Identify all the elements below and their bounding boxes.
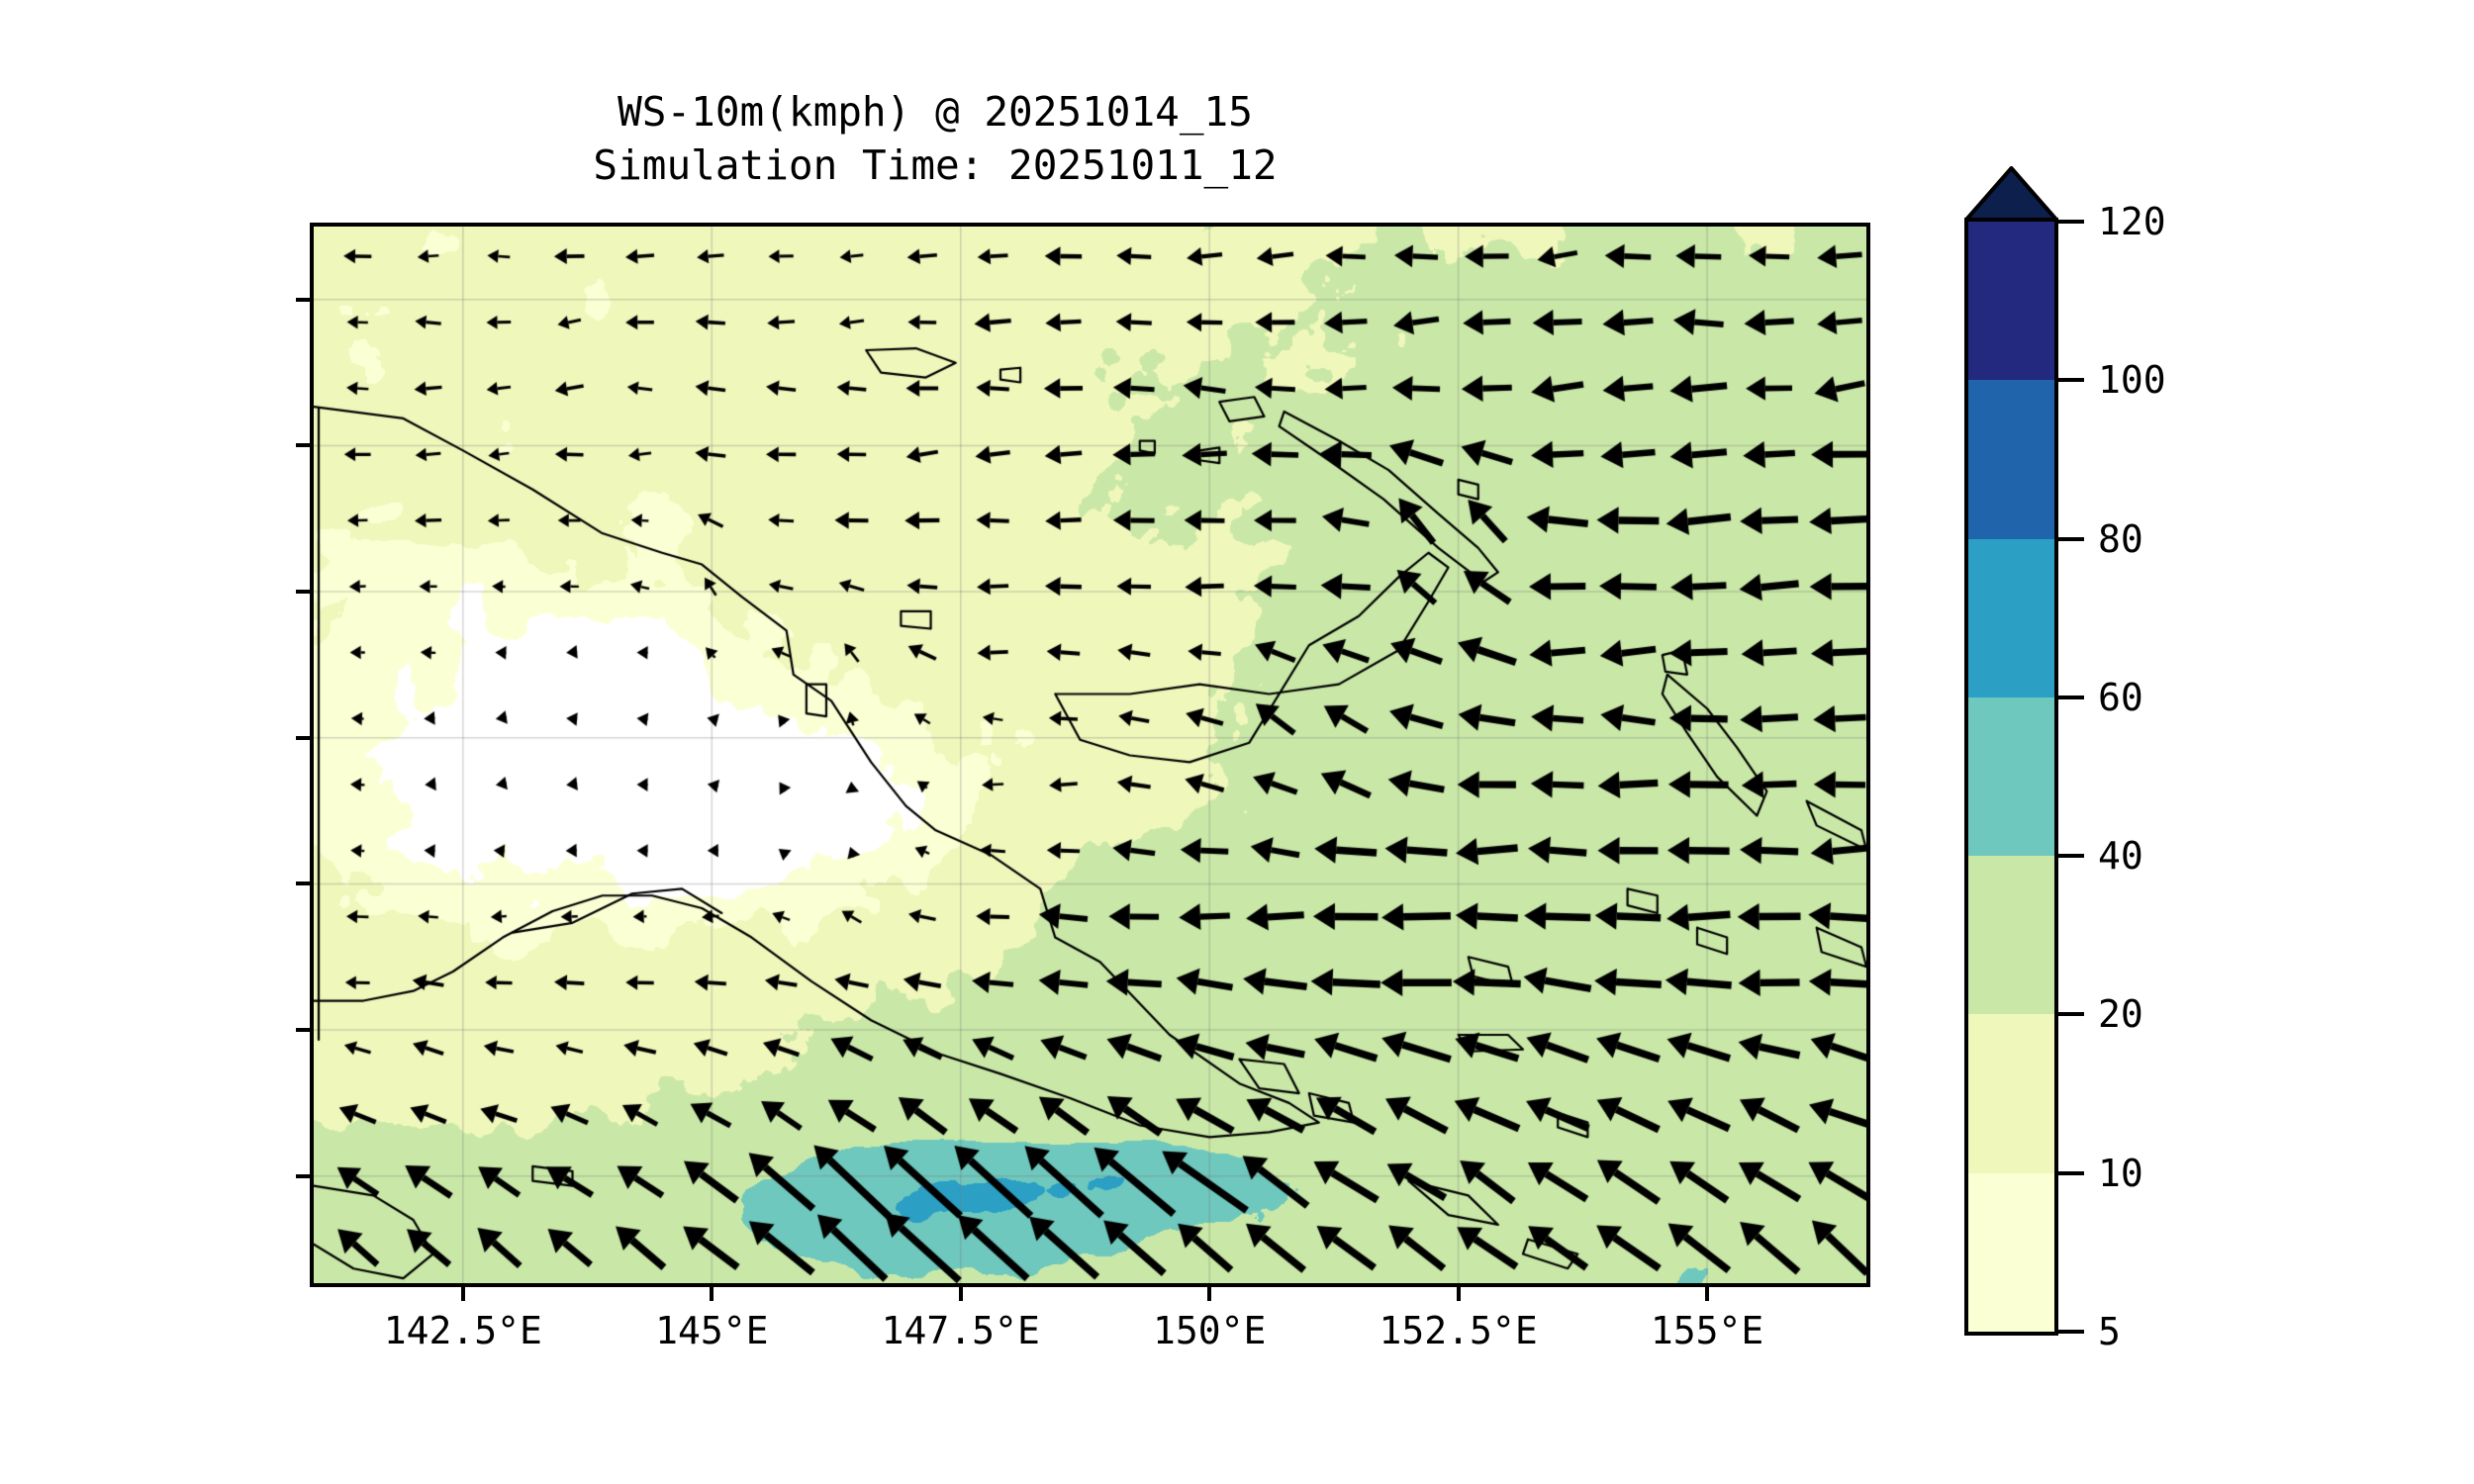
colorbar-band [1968,222,2054,381]
y-tick-mark [296,443,310,448]
x-tick-mark [1456,1287,1461,1301]
colorbar-tick-label: 10 [2098,1151,2143,1195]
map-plot-area[interactable] [310,223,1870,1287]
x-tick-label: 145°E [655,1309,769,1352]
colorbar-band [1968,538,2054,697]
figure-title: WS-10m(kmph) @ 20251014_15 Simulation Ti… [0,85,1870,192]
colorbar-tick-mark [2058,536,2084,541]
x-tick-mark [958,1287,963,1301]
y-tick-mark [296,1173,310,1178]
colorbar-tick-mark [2058,378,2084,383]
colorbar-gradient [1964,218,2058,1336]
x-tick-label: 152.5°E [1379,1309,1538,1352]
colorbar-tick-label: 80 [2098,516,2143,561]
title-line-variable: WS-10m(kmph) @ 20251014_15 [618,88,1253,136]
x-tick-mark [710,1287,714,1301]
colorbar-tick-label: 20 [2098,992,2143,1037]
y-tick-mark [296,297,310,302]
colorbar-band [1968,1014,2054,1173]
y-tick-mark [296,881,310,886]
colorbar-tick-mark [2058,1012,2084,1017]
x-tick-mark [460,1287,465,1301]
y-tick-mark [296,1028,310,1033]
colorbar-tick-mark [2058,695,2084,699]
colorbar-tick-label: 60 [2098,675,2143,719]
y-tick-mark [296,735,310,740]
wind-speed-map[interactable] [314,227,1866,1283]
x-tick-mark [1705,1287,1710,1301]
x-tick-label: 142.5°E [383,1309,542,1352]
colorbar-tick-label: 5 [2098,1310,2121,1353]
colorbar-band [1968,1172,2054,1332]
colorbar-tick-mark [2058,1330,2084,1334]
colorbar-tick-label: 40 [2098,834,2143,879]
colorbar-band [1968,856,2054,1015]
colorbar-tick-mark [2058,1170,2084,1175]
colorbar-band [1968,380,2054,539]
colorbar-over-arrow-icon [1964,166,2058,222]
colorbar-tick-mark [2058,220,2084,224]
colorbar-band [1968,696,2054,857]
x-tick-label: 150°E [1152,1309,1267,1352]
colorbar-tick-label: 100 [2098,358,2166,403]
colorbar-tick-mark [2058,854,2084,859]
x-tick-label: 147.5°E [881,1309,1040,1352]
title-line-simulation-time: Simulation Time: 20251011_12 [593,141,1278,189]
x-tick-mark [1207,1287,1212,1301]
x-tick-label: 155°E [1650,1309,1764,1352]
y-tick-mark [296,590,310,595]
y-axis: 1.5°S3°S4.5°S6°S7.5°S9°S10.5°S [0,0,310,1484]
colorbar[interactable]: 5 10 20 40 60 80 100 120 [1964,166,2166,1353]
colorbar-tick-label: 120 [2098,200,2166,243]
